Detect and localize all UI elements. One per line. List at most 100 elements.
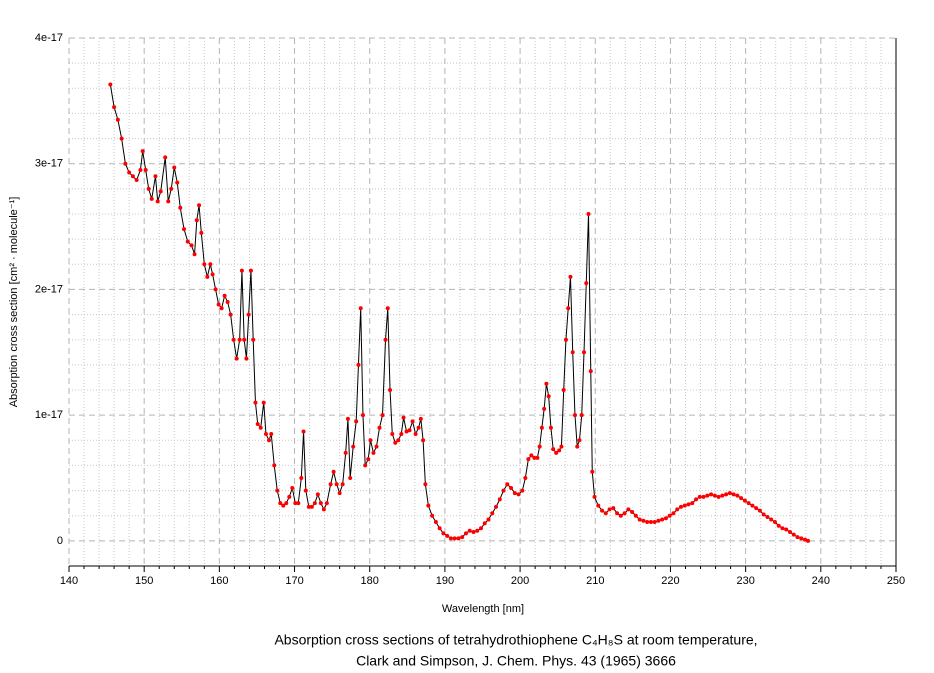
data-point [641,518,646,523]
data-point [712,493,717,498]
data-point [615,511,620,516]
data-point [287,494,292,499]
data-point [261,400,266,405]
y-tick-label: 1e-17 [35,409,63,421]
data-point [456,536,461,541]
data-point [735,493,740,498]
data-point [516,492,521,497]
data-point [603,511,608,516]
data-point [596,503,601,508]
data-point [146,186,151,191]
data-point [478,526,483,531]
data-point [258,425,263,430]
data-point [799,536,804,541]
data-point [169,186,174,191]
data-point [197,203,202,208]
data-point [523,476,528,480]
data-point [441,531,446,536]
data-point [303,488,308,493]
data-point [570,350,575,355]
data-point [557,448,562,453]
data-point [244,356,249,361]
data-point [586,212,591,216]
x-tick-label: 230 [736,575,754,587]
data-point [416,425,421,430]
chart-title: Absorption cross sections of tetrahydrot… [274,632,757,648]
data-point [149,196,154,201]
data-point [448,536,453,541]
data-point [590,469,595,474]
data-point [374,444,379,449]
data-point [315,492,320,497]
data-point [494,504,499,509]
data-point [746,501,751,506]
data-point [210,272,215,277]
data-point [263,432,268,436]
data-point [445,533,450,538]
data-point [757,508,762,513]
x-tick-label: 220 [661,575,679,587]
data-point [561,388,566,392]
data-point [526,457,531,462]
data-point [678,504,683,509]
data-point [219,306,224,311]
data-point [512,491,517,496]
data-point [266,438,271,443]
data-point [242,337,247,342]
data-point [769,517,774,522]
data-point [626,507,631,512]
data-point [178,205,183,210]
data-point [166,199,171,204]
data-point [529,453,534,458]
data-point [248,268,253,273]
data-point [321,507,326,512]
data-point [199,230,204,235]
data-point [663,516,668,521]
x-tick-label: 210 [586,575,604,587]
data-point [535,455,540,460]
data-point [694,497,699,502]
data-point [222,293,227,298]
data-point [272,463,277,468]
data-point [559,444,564,449]
data-point [637,517,642,522]
data-point [754,506,759,511]
data-point [551,447,556,452]
x-tick-label: 200 [511,575,529,587]
data-point [430,513,435,518]
x-tick-label: 180 [361,575,379,587]
data-point [371,450,376,455]
chart-subtitle: Clark and Simpson, J. Chem. Phys. 43 (19… [356,653,676,669]
data-point [119,136,124,141]
data-point [671,511,676,516]
data-point [275,488,280,493]
data-point [284,501,289,506]
data-point [380,413,385,418]
data-point [202,262,207,267]
data-point [437,526,442,531]
data-point [724,492,729,497]
data-point [509,486,514,491]
data-point [239,268,244,273]
data-point [228,312,233,317]
data-point [486,517,491,522]
data-point [301,429,306,434]
y-tick-label: 4e-17 [35,32,63,44]
data-point [331,469,336,474]
data-point [278,501,283,506]
data-point [418,416,423,421]
data-point [803,537,808,542]
data-point [765,514,770,519]
data-point [112,105,117,110]
data-point [318,501,323,506]
data-point [356,362,361,367]
data-point [452,536,457,541]
data-point [363,463,368,468]
data-point [189,243,194,248]
data-point [368,438,373,443]
data-point [281,503,286,508]
data-point [312,501,317,506]
data-point [390,432,395,436]
data-point [423,482,428,487]
data-point [290,486,295,491]
